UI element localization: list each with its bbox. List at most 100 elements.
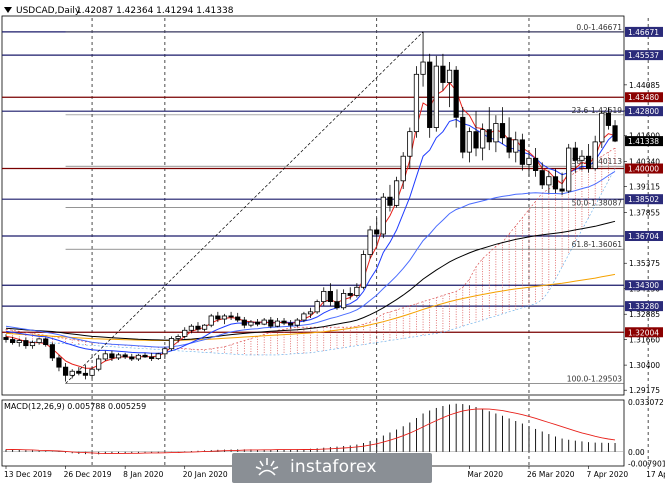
candle-bull <box>135 354 141 360</box>
fib-label: 61.8-1.36061 <box>572 240 623 249</box>
candle-bear <box>427 61 433 128</box>
level-price-label: 1.32004 <box>628 328 659 337</box>
candle-bear <box>122 354 128 358</box>
ma-black-line <box>5 220 616 341</box>
cloud-span-a <box>5 147 616 351</box>
candle-bull <box>248 321 254 326</box>
level-price-label: 1.41338 <box>628 137 659 146</box>
level-price-label-box <box>625 136 663 147</box>
fib-label: 0.0-1.46671 <box>576 23 622 32</box>
candle-bear <box>254 321 261 325</box>
candle-bear <box>486 129 492 143</box>
price-tick-label: 1.44085 <box>629 81 660 90</box>
candle-bear <box>49 344 55 359</box>
candle-bull <box>89 368 95 376</box>
candle-bear <box>612 125 618 142</box>
candle-bull <box>446 69 453 83</box>
candle-bull <box>208 315 214 326</box>
fib-label: 23.6-1.42619 <box>572 106 623 115</box>
price-tick-label: 1.39115 <box>629 183 660 192</box>
candle-bull <box>420 61 426 75</box>
candle-bear <box>374 229 380 235</box>
candle-bull <box>360 254 367 288</box>
level-price-label: 1.42800 <box>628 107 659 116</box>
candle-bull <box>354 286 360 296</box>
candle-bull <box>566 147 572 192</box>
candle-bear <box>440 65 446 83</box>
macd-axis-label: -0.007901 <box>628 460 665 469</box>
level-price-label-box <box>625 50 663 61</box>
candle-bull <box>407 131 413 157</box>
macd-title: MACD(12,26,9) 0.005788 0.005259 <box>4 402 146 411</box>
candle-bull <box>592 141 598 169</box>
candle-bear <box>281 320 287 324</box>
candle-bear <box>460 116 466 153</box>
candle-bull <box>182 329 188 337</box>
ma-orange-line <box>5 273 616 341</box>
candle-bear <box>585 155 592 169</box>
candle-bull <box>102 353 108 360</box>
candle-bull <box>433 65 439 128</box>
time-tick-label: Mar 2020 <box>467 470 503 479</box>
trend-line <box>65 31 424 384</box>
level-price-label: 1.40000 <box>628 165 659 174</box>
candle-bear <box>453 69 459 118</box>
candle-bear <box>572 147 578 161</box>
candle-bear <box>539 170 545 186</box>
candle-bull <box>16 340 22 343</box>
candle-bear <box>235 316 241 321</box>
candle-bull <box>400 155 406 182</box>
triangle-down-icon[interactable] <box>4 7 12 13</box>
candle-bear <box>499 123 506 139</box>
candle-bull <box>393 180 400 206</box>
candle-bull <box>367 229 373 255</box>
candle-bull <box>314 301 320 313</box>
candle-bull <box>307 311 314 315</box>
level-price-label-box <box>625 92 663 103</box>
level-price-label-box <box>625 26 663 37</box>
candle-bull <box>175 336 181 339</box>
candle-bear <box>23 340 29 347</box>
level-price-label: 1.43480 <box>628 93 659 102</box>
candle-bear <box>228 315 234 318</box>
candle-bear <box>559 188 565 192</box>
candle-bull <box>29 342 36 347</box>
time-tick-label: 20 Jan 2020 <box>183 470 228 479</box>
candle-bear <box>76 370 82 374</box>
candle-bear <box>62 366 69 376</box>
level-price-label-box <box>625 163 663 174</box>
time-tick-label: 8 Jan 2020 <box>123 470 163 479</box>
candle-bear <box>241 319 247 326</box>
time-tick-label: 26 Mar 2020 <box>527 470 575 479</box>
candle-bear <box>327 290 333 303</box>
candle-bull <box>321 290 327 303</box>
time-tick-label: 13 Dec 2019 <box>4 470 52 479</box>
ohlc-values: 1.42087 1.42364 1.41294 1.41338 <box>76 6 234 16</box>
trend-line <box>65 31 424 384</box>
candle-bull <box>480 129 486 149</box>
price-tick-label: 1.37855 <box>629 208 660 217</box>
price-tick-label: 1.35375 <box>629 259 660 268</box>
price-tick-label: 1.32885 <box>629 310 660 319</box>
candle-bull <box>69 370 75 376</box>
price-tick-label: 1.31660 <box>629 335 660 344</box>
candle-bull <box>294 319 300 326</box>
candle-bull <box>466 131 473 153</box>
time-tick-label: 26 Dec 2019 <box>64 470 112 479</box>
time-tick-label: 7 Apr 2020 <box>587 470 629 479</box>
candle-bear <box>195 325 201 330</box>
candle-bull <box>380 196 386 235</box>
ma-light-blue-line <box>5 170 616 348</box>
candle-bull <box>261 319 267 325</box>
candle-bear <box>149 356 155 359</box>
level-price-label: 1.34300 <box>628 281 659 290</box>
instaforex-logo-icon <box>255 458 279 476</box>
level-price-label-box <box>625 194 663 205</box>
candle-bull <box>115 354 122 359</box>
candle-bear <box>605 112 612 126</box>
candle-bull <box>221 315 228 320</box>
level-price-label: 1.36704 <box>628 232 659 241</box>
candle-bear <box>387 196 393 206</box>
candle-bull <box>155 353 161 359</box>
